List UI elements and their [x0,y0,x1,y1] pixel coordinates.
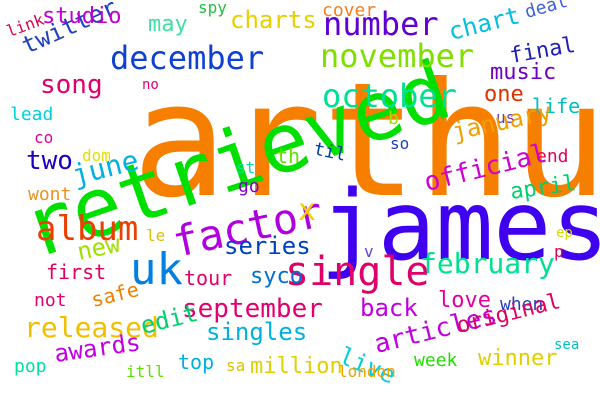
word: cover [322,0,377,21]
word: tour [184,266,233,290]
word: no [142,77,159,93]
word: th [276,144,301,168]
word: deal [522,0,570,23]
word: co [34,128,54,147]
word: charts [230,6,317,34]
word: p [554,242,564,261]
word: top [178,350,215,374]
word: sa [226,356,246,375]
word: week [414,350,458,371]
word: james [320,170,600,282]
word: single [285,249,430,295]
word: sea [554,337,580,353]
word: winner [478,346,558,371]
word: dom [82,146,111,165]
word: go [238,176,260,197]
word: v [364,242,374,261]
word: wont [28,184,72,205]
word: b [388,108,399,129]
word: ep [556,225,573,241]
word: album [36,209,139,249]
word: x [298,193,317,228]
word: so [390,134,410,153]
word: uk [130,244,183,295]
word: edit [137,298,201,340]
word: october [322,77,457,115]
word: may [148,12,188,37]
word: love [438,288,491,313]
word: first [46,260,107,284]
word: pop [14,356,47,377]
word: february [420,247,555,280]
word: two [26,146,73,176]
word: studio [42,4,122,29]
word: end [536,146,569,167]
word: chart [445,1,523,46]
word: life [532,94,581,118]
word: le [146,226,166,245]
word: spy [198,0,227,17]
word: when [500,294,544,315]
word: series [224,232,311,260]
word: back [360,294,418,322]
word: music [490,60,557,85]
word: st [236,158,256,177]
word: song [40,70,103,100]
word: us [496,108,516,127]
word: november [320,37,475,75]
word: released [24,311,159,344]
word: september [182,294,323,324]
word: million [250,354,343,379]
word: not [34,290,67,311]
word: number [323,5,439,43]
word: london [338,362,396,381]
word: one [484,82,524,107]
word: itll [126,362,165,381]
word: singles [206,318,308,346]
word: lead [10,104,54,125]
word: december [110,39,265,77]
word: syco [250,264,303,289]
